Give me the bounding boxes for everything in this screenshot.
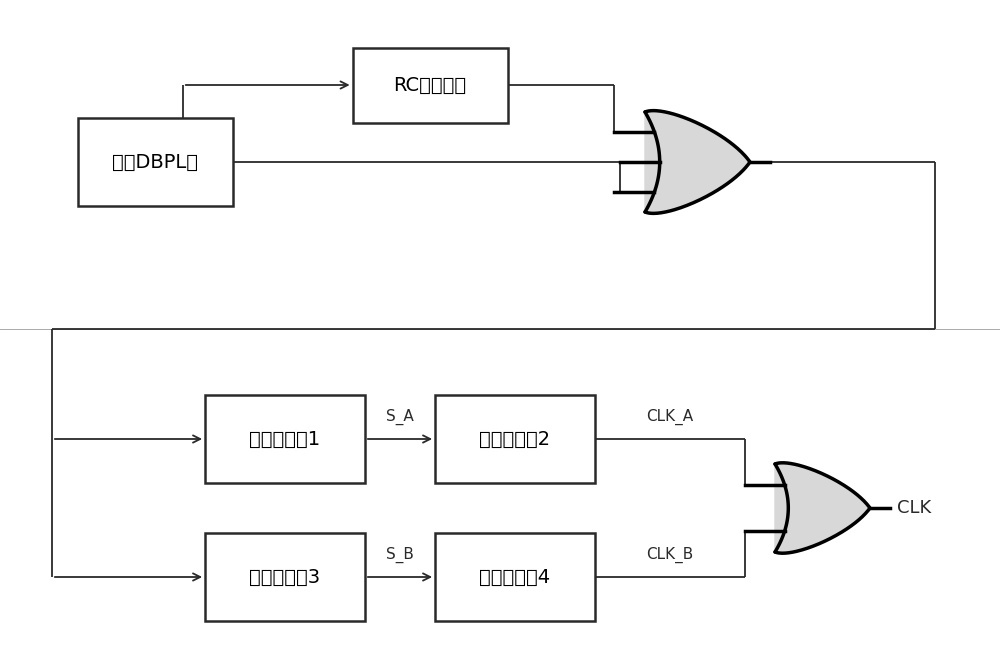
Text: 单稳态电路4: 单稳态电路4 [479,568,551,586]
Bar [205,533,365,621]
Polygon shape [775,463,870,553]
Text: 输入DBPL码: 输入DBPL码 [112,153,198,171]
Bar [78,118,233,206]
Text: CLK_A: CLK_A [646,409,693,425]
Bar [435,533,595,621]
Text: S_A: S_A [386,409,414,425]
Bar [435,395,595,483]
Text: CLK_B: CLK_B [646,547,694,563]
Bar [205,395,365,483]
Text: RC移相电路: RC移相电路 [393,75,467,95]
Text: S_B: S_B [386,547,414,563]
Text: 单稳态电路3: 单稳态电路3 [249,568,321,586]
Text: CLK: CLK [897,499,931,517]
Bar [352,47,508,123]
Text: 单稳态电路1: 单稳态电路1 [249,430,321,448]
Polygon shape [645,111,750,213]
Text: 单稳态电路2: 单稳态电路2 [479,430,551,448]
